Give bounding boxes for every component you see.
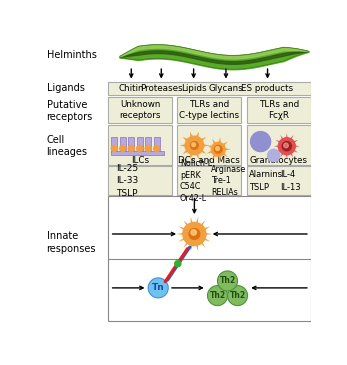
- Text: IL-25
IL-33
TSLP: IL-25 IL-33 TSLP: [116, 164, 138, 198]
- Circle shape: [137, 145, 143, 151]
- Bar: [137, 137, 143, 152]
- Circle shape: [185, 136, 204, 155]
- Bar: [108, 125, 172, 165]
- Text: ILCs: ILCs: [131, 156, 149, 165]
- Polygon shape: [180, 131, 209, 160]
- Text: Arginase
Tre-1
RELIAs: Arginase Tre-1 RELIAs: [211, 165, 247, 197]
- Text: DCs and Macs: DCs and Macs: [178, 156, 240, 165]
- Polygon shape: [207, 137, 231, 161]
- Text: Proteases: Proteases: [140, 84, 183, 93]
- Circle shape: [268, 149, 280, 162]
- Text: IL-4
IL-13: IL-4 IL-13: [280, 170, 301, 192]
- Bar: [177, 166, 242, 195]
- Text: Tn: Tn: [152, 283, 164, 292]
- Bar: [128, 137, 134, 152]
- Polygon shape: [177, 217, 212, 251]
- Bar: [154, 137, 160, 152]
- Text: Putative
receptors: Putative receptors: [46, 100, 93, 122]
- Text: Nolich-L
pERK
C54C
Or42-L: Nolich-L pERK C54C Or42-L: [180, 159, 212, 203]
- Circle shape: [282, 142, 291, 151]
- Text: ES products: ES products: [242, 84, 294, 93]
- Text: Th2: Th2: [210, 291, 226, 300]
- Bar: [177, 97, 242, 123]
- Circle shape: [145, 145, 151, 151]
- Bar: [111, 137, 117, 152]
- Circle shape: [120, 145, 126, 151]
- Circle shape: [175, 261, 181, 267]
- Text: Granulocytes: Granulocytes: [250, 156, 308, 165]
- Bar: [108, 196, 311, 321]
- Circle shape: [215, 147, 219, 150]
- Text: Th2: Th2: [229, 291, 246, 300]
- Circle shape: [228, 285, 247, 306]
- Text: Innate
responses: Innate responses: [46, 231, 96, 254]
- Circle shape: [214, 145, 222, 153]
- Circle shape: [189, 228, 200, 239]
- Polygon shape: [274, 133, 300, 159]
- Circle shape: [191, 142, 198, 149]
- Text: Alarnins
TSLP: Alarnins TSLP: [249, 170, 283, 192]
- Circle shape: [128, 145, 134, 151]
- Circle shape: [111, 145, 117, 151]
- Circle shape: [191, 230, 196, 235]
- Circle shape: [218, 271, 237, 291]
- Bar: [108, 166, 172, 195]
- Bar: [111, 151, 163, 155]
- Bar: [108, 97, 172, 123]
- Circle shape: [208, 285, 228, 306]
- Bar: [108, 82, 311, 95]
- Bar: [247, 125, 311, 165]
- Text: TLRs and
C-type lectins: TLRs and C-type lectins: [179, 100, 239, 120]
- Circle shape: [284, 143, 288, 148]
- Circle shape: [183, 222, 206, 246]
- Circle shape: [211, 142, 225, 156]
- Text: Unknown
receptors: Unknown receptors: [119, 100, 161, 120]
- Text: Chitin: Chitin: [119, 84, 144, 93]
- Circle shape: [148, 278, 168, 298]
- Text: Helminths: Helminths: [46, 50, 96, 60]
- Bar: [177, 125, 242, 165]
- Text: Th2: Th2: [219, 276, 236, 285]
- Text: Lipids: Lipids: [181, 84, 206, 93]
- Text: Glycans: Glycans: [209, 84, 243, 93]
- Circle shape: [278, 138, 295, 155]
- Circle shape: [192, 143, 196, 147]
- Bar: [120, 137, 126, 152]
- Bar: [247, 166, 311, 195]
- Text: Cell
lineages: Cell lineages: [46, 135, 87, 157]
- Text: Ligands: Ligands: [46, 84, 84, 93]
- Circle shape: [154, 145, 160, 151]
- Bar: [145, 137, 151, 152]
- Circle shape: [251, 131, 271, 151]
- Text: TLRs and
FcχR: TLRs and FcχR: [259, 100, 299, 120]
- Bar: [247, 97, 311, 123]
